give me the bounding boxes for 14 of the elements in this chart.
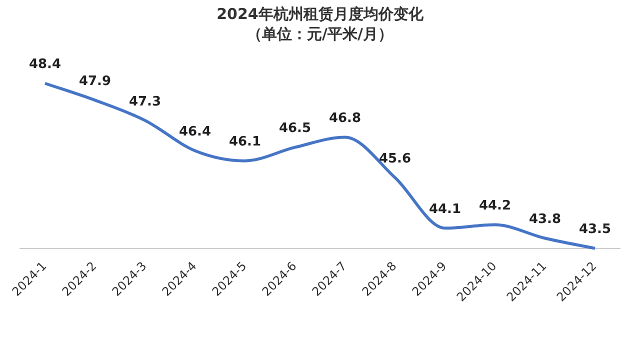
chart-title: 2024年杭州租赁月度均价变化 — [216, 4, 424, 24]
data-label: 47.3 — [128, 94, 162, 110]
data-label: 46.4 — [178, 124, 212, 140]
data-label: 48.4 — [28, 57, 62, 72]
data-label: 45.6 — [378, 152, 412, 167]
data-label: 43.5 — [578, 222, 612, 238]
data-label: 44.1 — [428, 202, 462, 218]
data-label: 44.2 — [478, 198, 512, 214]
chart-subtitle: （单位：元/平米/月） — [246, 24, 394, 44]
data-label: 46.8 — [328, 111, 362, 126]
data-label: 46.1 — [228, 134, 262, 150]
data-label: 46.5 — [278, 121, 312, 136]
data-label: 47.9 — [78, 74, 112, 90]
data-label: 43.8 — [528, 212, 562, 228]
